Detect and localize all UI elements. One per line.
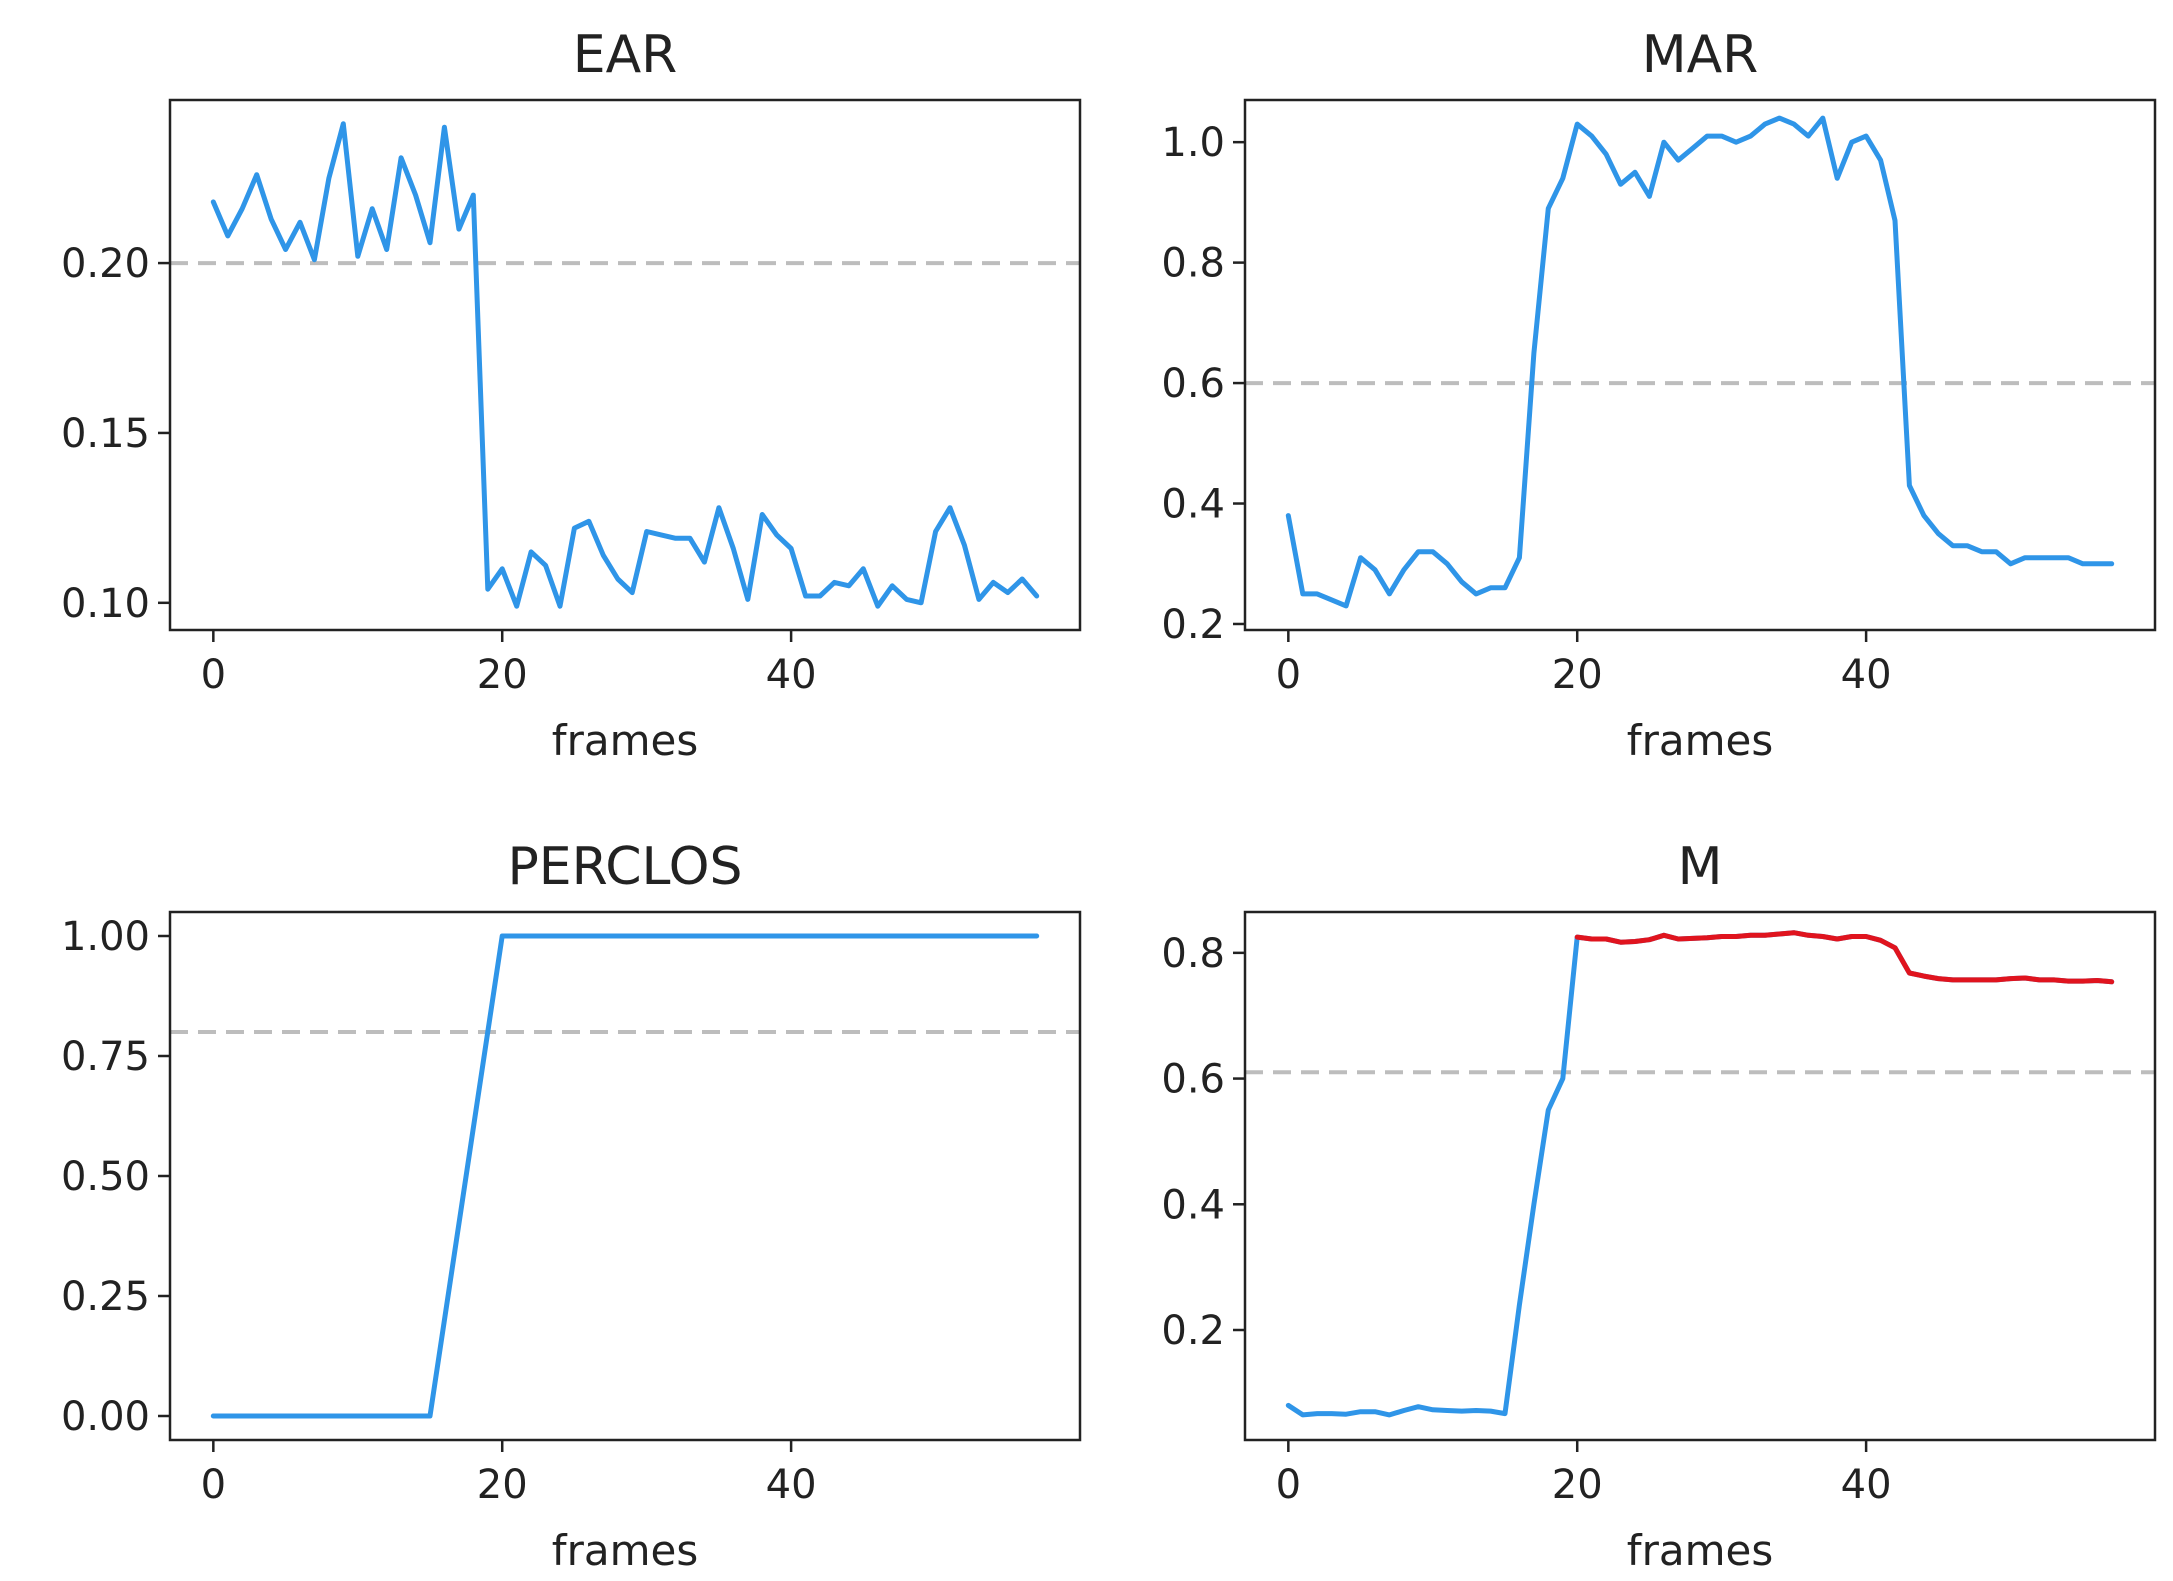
mar-panel: MAR 0 20 40 0.2 0.4 0.6 0.8 1.0 frames xyxy=(1161,25,2157,765)
ear-ytick-label: 0.10 xyxy=(61,581,150,627)
m-xtick-label: 0 xyxy=(1276,1462,1301,1508)
m-xtick-label: 40 xyxy=(1841,1462,1892,1508)
perclos-ytick-label: 0.50 xyxy=(61,1154,150,1200)
mar-ytick-label: 0.4 xyxy=(1161,482,1225,528)
m-ytick-label: 0.2 xyxy=(1161,1308,1225,1354)
perclos-series-line xyxy=(210,933,1040,1419)
m-ytick-label: 0.8 xyxy=(1161,931,1225,977)
mar-title: MAR xyxy=(1642,25,1759,85)
perclos-xtick-label: 20 xyxy=(477,1462,528,1508)
mar-xlabel: frames xyxy=(1627,716,1773,765)
mar-xtick-label: 0 xyxy=(1276,652,1301,698)
mar-xtick-label: 40 xyxy=(1841,652,1892,698)
ear-axes-frame xyxy=(168,98,1082,632)
mar-ytick-label: 0.6 xyxy=(1161,361,1225,407)
mar-xtick-label: 20 xyxy=(1552,652,1603,698)
m-alert-segment xyxy=(1574,930,2115,985)
perclos-ytick-label: 0.75 xyxy=(61,1034,150,1080)
ear-ytick-label: 0.15 xyxy=(61,411,150,457)
ear-panel: EAR 0 20 40 0.10 0.15 0.20 frames xyxy=(61,25,1082,765)
ear-xtick-label: 0 xyxy=(201,652,226,698)
m-xlabel: frames xyxy=(1627,1526,1773,1575)
m-ytick-label: 0.6 xyxy=(1161,1057,1225,1103)
m-panel: M 0 20 40 0.2 0.4 0.6 0.8 frames xyxy=(1161,837,2157,1575)
perclos-xlabel: frames xyxy=(552,1526,698,1575)
mar-series-line xyxy=(1285,115,2115,609)
perclos-xtick-label: 40 xyxy=(766,1462,817,1508)
perclos-ytick-label: 0.00 xyxy=(61,1394,150,1440)
m-axes-frame xyxy=(1243,910,2157,1442)
mar-ytick-label: 0.2 xyxy=(1161,602,1225,648)
mar-axes-frame xyxy=(1243,98,2157,632)
m-title: M xyxy=(1678,837,1723,897)
ear-xlabel: frames xyxy=(552,716,698,765)
ear-title: EAR xyxy=(573,25,678,85)
m-ytick-label: 0.4 xyxy=(1161,1182,1225,1228)
perclos-ytick-label: 0.25 xyxy=(61,1274,150,1320)
mar-ytick-label: 0.8 xyxy=(1161,241,1225,287)
ear-ytick-label: 0.20 xyxy=(61,241,150,287)
mar-ytick-label: 1.0 xyxy=(1161,120,1225,166)
perclos-title: PERCLOS xyxy=(507,837,742,897)
ear-series-line xyxy=(210,121,1040,609)
perclos-ytick-label: 1.00 xyxy=(61,914,150,960)
perclos-panel: PERCLOS 0 20 40 0.00 0.25 0.50 0.75 1.00 frames xyxy=(61,837,1082,1575)
m-xtick-label: 20 xyxy=(1552,1462,1603,1508)
ear-xtick-label: 40 xyxy=(766,652,817,698)
perclos-xtick-label: 0 xyxy=(201,1462,226,1508)
ear-xtick-label: 20 xyxy=(477,652,528,698)
